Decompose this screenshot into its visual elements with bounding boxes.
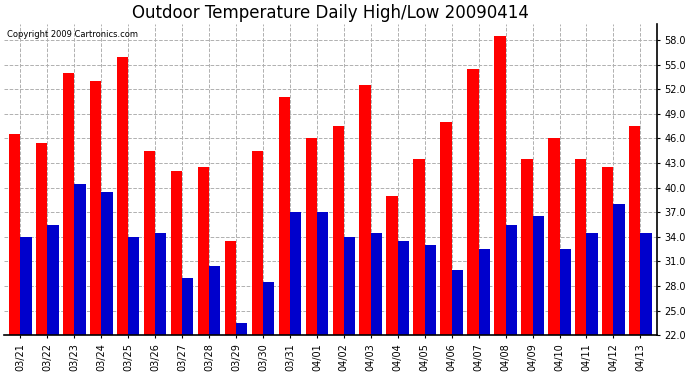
Bar	[467, 69, 479, 335]
Bar	[252, 151, 263, 335]
Bar	[344, 237, 355, 335]
Bar	[209, 266, 220, 335]
Bar	[101, 192, 112, 335]
Bar	[263, 282, 275, 335]
Bar	[440, 122, 452, 335]
Bar	[317, 212, 328, 335]
Bar	[128, 237, 139, 335]
Bar	[613, 204, 624, 335]
Bar	[198, 167, 209, 335]
Bar	[182, 278, 193, 335]
Bar	[452, 270, 463, 335]
Bar	[63, 73, 75, 335]
Bar	[9, 134, 20, 335]
Bar	[170, 171, 182, 335]
Bar	[359, 85, 371, 335]
Bar	[225, 241, 236, 335]
Bar	[413, 159, 425, 335]
Bar	[90, 81, 101, 335]
Bar	[48, 225, 59, 335]
Bar	[290, 212, 302, 335]
Bar	[560, 249, 571, 335]
Bar	[479, 249, 490, 335]
Bar	[371, 233, 382, 335]
Bar	[602, 167, 613, 335]
Bar	[494, 36, 506, 335]
Title: Outdoor Temperature Daily High/Low 20090414: Outdoor Temperature Daily High/Low 20090…	[132, 4, 529, 22]
Bar	[36, 142, 48, 335]
Bar	[575, 159, 586, 335]
Bar	[521, 159, 533, 335]
Bar	[640, 233, 652, 335]
Bar	[333, 126, 344, 335]
Bar	[155, 233, 166, 335]
Bar	[506, 225, 517, 335]
Bar	[144, 151, 155, 335]
Bar	[386, 196, 397, 335]
Bar	[425, 245, 436, 335]
Bar	[75, 183, 86, 335]
Bar	[117, 57, 128, 335]
Bar	[306, 138, 317, 335]
Text: Copyright 2009 Cartronics.com: Copyright 2009 Cartronics.com	[8, 30, 139, 39]
Bar	[586, 233, 598, 335]
Bar	[236, 323, 247, 335]
Bar	[397, 241, 409, 335]
Bar	[533, 216, 544, 335]
Bar	[279, 98, 290, 335]
Bar	[548, 138, 560, 335]
Bar	[20, 237, 32, 335]
Bar	[629, 126, 640, 335]
